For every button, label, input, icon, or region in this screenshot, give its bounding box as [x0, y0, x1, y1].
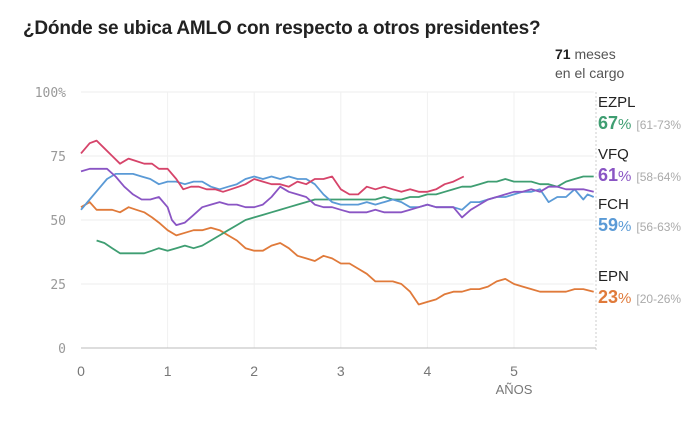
series-line-ezpl — [96, 175, 594, 255]
series-lines — [80, 139, 595, 306]
x-tick-label: 1 — [164, 363, 172, 379]
y-tick-label: 75 — [50, 150, 66, 165]
legend-name: EZPL — [598, 94, 636, 111]
legend-name: EPN — [598, 268, 629, 285]
y-tick-label: 25 — [50, 278, 66, 293]
months-in-office-label: 71 meses en el cargo — [555, 45, 624, 83]
series-line-fch — [80, 172, 595, 211]
legend-range: [56-63% — [636, 220, 682, 234]
series-line-epn — [80, 201, 594, 306]
months-unit: meses — [574, 46, 616, 62]
legend-item-fch: FCH 59% [56-63% — [598, 196, 700, 238]
legend-range: [58-64% — [636, 170, 682, 184]
x-tick-label: 0 — [77, 363, 85, 379]
legend-item-vfq: VFQ 61% [58-64% — [598, 146, 700, 188]
legend-value: 67% [61-73% — [598, 113, 682, 133]
legend-name: FCH — [598, 196, 629, 213]
legend-value: 59% [56-63% — [598, 215, 682, 235]
y-axis-ticks: 0 25 50 75 100% — [35, 86, 66, 357]
chart-title: ¿Dónde se ubica AMLO con respecto a otro… — [23, 18, 541, 39]
legend-value: 61% [58-64% — [598, 165, 682, 185]
legend-value: 23% [20-26% — [598, 287, 682, 307]
legend-item-epn: EPN 23% [20-26% — [598, 268, 700, 310]
x-tick-label: 3 — [337, 363, 345, 379]
x-axis-ticks: 0 1 2 3 4 5 — [77, 363, 518, 379]
legend-range: [20-26% — [636, 292, 682, 306]
x-tick-label: 4 — [424, 363, 432, 379]
legend-item-ezpl: EZPL 67% [61-73% — [598, 94, 700, 136]
months-value: 71 — [555, 46, 571, 62]
legend-name: VFQ — [598, 146, 629, 163]
x-tick-label: 5 — [510, 363, 518, 379]
legend-range: [61-73% — [636, 118, 682, 132]
y-tick-label: 100% — [35, 86, 66, 101]
grid-lines — [81, 91, 594, 348]
series-line-vfq — [80, 167, 594, 227]
y-tick-label: 0 — [58, 342, 66, 357]
x-tick-label: 2 — [250, 363, 258, 379]
x-axis-label: AÑOS — [496, 382, 533, 397]
series-line-amlo — [80, 139, 465, 196]
y-tick-label: 50 — [50, 214, 66, 229]
months-caption: en el cargo — [555, 65, 625, 81]
